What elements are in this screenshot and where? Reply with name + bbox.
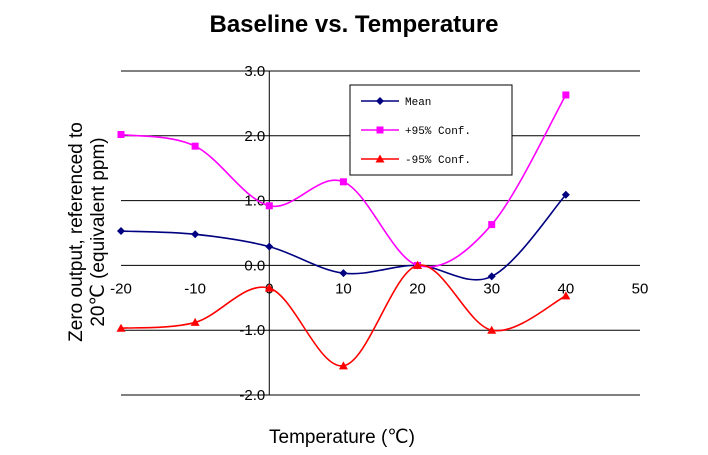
x-tick-labels: -20-1001020304050 xyxy=(110,280,648,297)
data-point xyxy=(190,317,200,326)
x-tick-label: 50 xyxy=(632,280,649,297)
legend-marker xyxy=(376,97,384,105)
series-layer xyxy=(116,91,571,370)
series-line xyxy=(120,194,567,281)
x-tick-label: -10 xyxy=(184,280,206,297)
data-point xyxy=(339,269,348,278)
data-point xyxy=(561,291,571,300)
series-line xyxy=(120,94,567,268)
data-point xyxy=(117,227,125,236)
data-point xyxy=(413,260,423,269)
y-tick-label: 1.0 xyxy=(244,193,265,210)
y-axis-title-line2: 20℃ (equivalent ppm) xyxy=(88,137,109,326)
legend-label: -95% Conf. xyxy=(405,155,471,167)
legend-marker xyxy=(376,126,384,134)
data-point xyxy=(191,230,200,239)
x-tick-label: 20 xyxy=(409,280,426,297)
series-95-conf xyxy=(116,260,571,370)
data-point xyxy=(562,91,570,99)
data-point xyxy=(265,202,273,210)
data-point xyxy=(117,131,125,139)
y-tick-label: 3.0 xyxy=(244,63,265,80)
series-mean xyxy=(117,190,570,281)
legend-marker xyxy=(375,154,385,163)
data-point xyxy=(487,272,496,281)
data-point xyxy=(265,242,274,251)
legend-label: Mean xyxy=(405,97,431,109)
y-tick-labels: 3.0 2.0 1.0 0.0 -1.0 -2.0 xyxy=(239,63,265,404)
x-tick-label: 30 xyxy=(483,280,500,297)
y-tick-label: 0.0 xyxy=(244,257,265,274)
y-tick-label: 2.0 xyxy=(244,128,265,145)
x-axis-title: Temperature (℃) xyxy=(269,427,415,448)
legend-label: +95% Conf. xyxy=(405,126,471,138)
data-point xyxy=(264,283,274,292)
x-tick-label: 10 xyxy=(335,280,352,297)
y-tick-label: -1.0 xyxy=(239,322,265,339)
data-point xyxy=(116,323,126,332)
data-point xyxy=(339,178,347,186)
data-point xyxy=(561,190,570,199)
y-tick-label: -2.0 xyxy=(239,387,265,404)
data-point xyxy=(191,142,199,150)
y-axis-title: Zero output, referenced to 20℃ (equivale… xyxy=(66,122,109,342)
data-point xyxy=(488,221,496,229)
x-tick-label: -20 xyxy=(110,280,132,297)
x-tick-label: 40 xyxy=(558,280,575,297)
gridlines xyxy=(121,70,640,396)
chart-title: Baseline vs. Temperature xyxy=(209,11,498,38)
legend: Mean +95% Conf. -95% Conf. xyxy=(349,84,513,176)
y-axis-title-line1: Zero output, referenced to xyxy=(66,122,87,342)
series-95-conf xyxy=(117,91,570,269)
data-point xyxy=(487,325,497,334)
data-point xyxy=(338,361,348,370)
